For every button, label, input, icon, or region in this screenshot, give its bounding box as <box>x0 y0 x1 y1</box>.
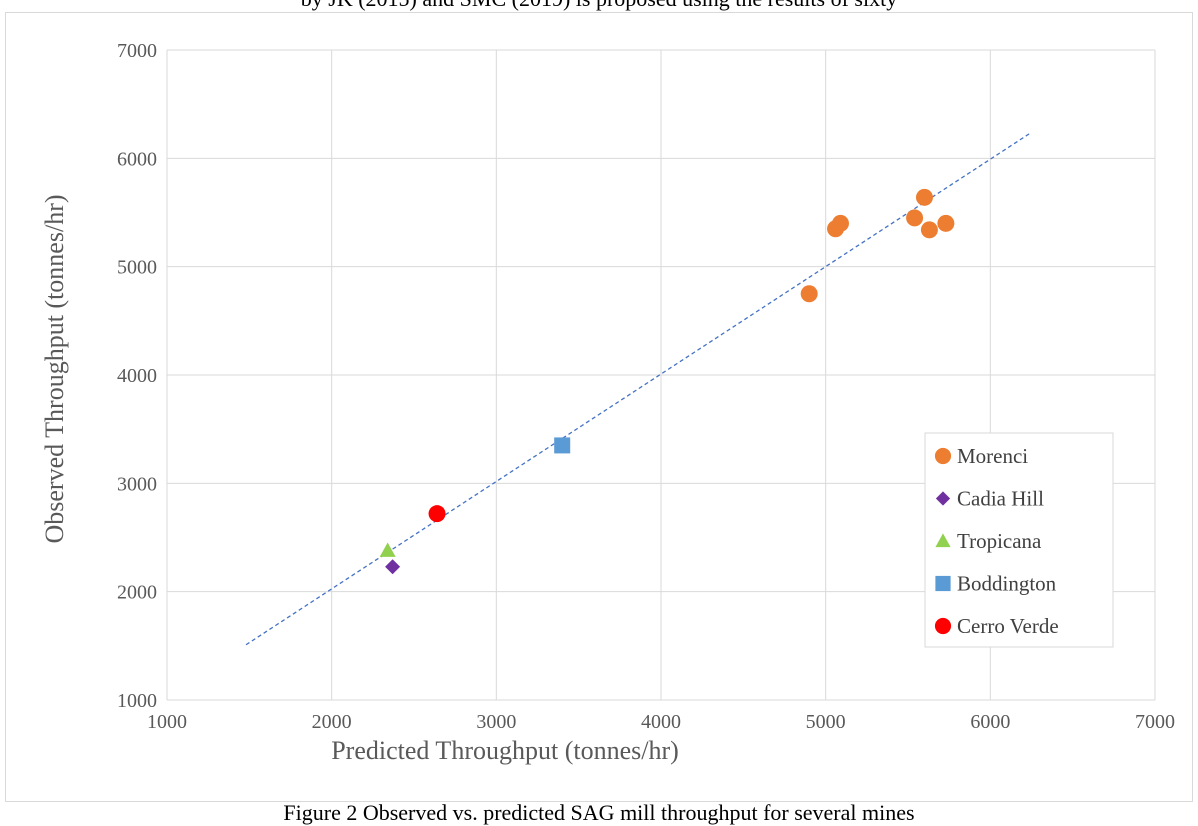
x-tick-label: 1000 <box>147 711 187 733</box>
legend: Morenci Cadia Hill Tropicana Boddington Cerr… <box>924 432 1114 648</box>
grid-lines <box>166 49 1156 701</box>
legend-marker-boddington <box>935 575 951 592</box>
tick-labels: 1000 2000 3000 4000 5000 6000 7000 1000 2000 3000… <box>117 40 1175 733</box>
x-tick-label: 2000 <box>312 711 352 733</box>
legend-marker-tropicana <box>935 533 951 548</box>
legend-marker-cadia-hill <box>935 491 951 506</box>
boddington-point <box>554 437 571 454</box>
x-tick-label: 4000 <box>641 711 681 733</box>
y-tick-label: 5000 <box>117 257 157 279</box>
y-axis-title: Observed Throughput (tonnes/hr) <box>40 194 69 543</box>
legend-box <box>924 432 1114 648</box>
cadia-hill-point <box>385 559 401 575</box>
x-tick-label: 5000 <box>806 711 846 733</box>
data-points <box>379 188 955 575</box>
tropicana-point <box>379 542 396 557</box>
y-tick-label: 7000 <box>117 40 157 62</box>
trend-line <box>245 131 1032 646</box>
y-tick-label: 1000 <box>117 690 157 712</box>
legend-marker-cerro-verde <box>934 617 952 635</box>
scatter-chart: 1000 2000 3000 4000 5000 6000 7000 1000 2000 3000… <box>40 40 1175 765</box>
y-tick-label: 3000 <box>117 473 157 495</box>
morenci-point <box>915 188 933 206</box>
chart-area: 1000 2000 3000 4000 5000 6000 7000 1000 2000 3000… <box>5 12 1193 802</box>
morenci-point <box>906 209 924 227</box>
morenci-point <box>800 285 818 303</box>
morenci-point <box>920 221 938 239</box>
morenci-point <box>937 214 955 232</box>
x-tick-label: 7000 <box>1135 711 1175 733</box>
y-tick-label: 4000 <box>117 365 157 387</box>
legend-label-boddington: Boddington <box>957 572 1057 596</box>
legend-label-tropicana: Tropicana <box>957 529 1042 553</box>
legend-label-cadia-hill: Cadia Hill <box>957 487 1044 511</box>
legend-label-cerro-verde: Cerro Verde <box>957 614 1059 638</box>
y-tick-label: 2000 <box>117 582 157 604</box>
x-tick-label: 6000 <box>970 711 1010 733</box>
cerro-verde-point <box>428 505 446 523</box>
figure-caption-text: Figure 2 Observed vs. predicted SAG mill… <box>283 800 915 825</box>
top-caption-text: by JK (2015) and SMC (2019) is proposed … <box>0 0 1198 12</box>
x-tick-label: 3000 <box>476 711 516 733</box>
morenci-point <box>831 214 849 232</box>
legend-label-morenci: Morenci <box>957 444 1028 468</box>
legend-marker-morenci <box>934 447 952 465</box>
y-tick-label: 6000 <box>117 148 157 170</box>
x-axis-title: Predicted Throughput (tonnes/hr) <box>331 736 679 765</box>
